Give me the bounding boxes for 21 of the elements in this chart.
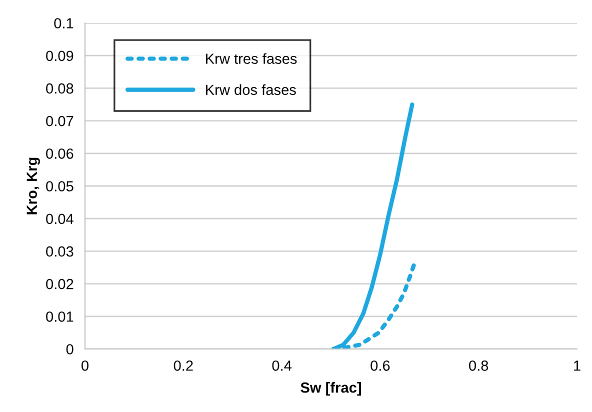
y-tick-label: 0.05 [46, 181, 74, 192]
x-tick-label: 0.6 [370, 360, 390, 371]
y-tick-label: 0.1 [54, 18, 74, 28]
y-tick-label: 0.04 [46, 214, 74, 224]
y-tick-label: 0.03 [46, 246, 74, 257]
x-axis-title: Sw [frac] [300, 382, 361, 396]
y-tick-label: 0.07 [46, 116, 74, 126]
y-tick-label: 0.08 [46, 83, 74, 94]
x-tick-label: 0.2 [174, 360, 193, 371]
y-tick-label: 0 [66, 344, 74, 354]
y-axis-title: Kro, Krg [26, 158, 40, 214]
y-tick-label: 0.09 [46, 50, 74, 62]
legend-label: Krw tres fases [206, 53, 297, 64]
x-tick-label: 0.8 [469, 360, 488, 371]
y-tick-label: 0.02 [46, 278, 74, 290]
x-tick-label: 0 [82, 360, 88, 371]
x-tick-label: 0.4 [272, 360, 292, 371]
legend-label: Krw dos fases [206, 84, 296, 96]
x-tick-label: 1 [574, 360, 580, 371]
y-tick-label: 0.06 [46, 148, 74, 159]
y-tick-label: 0.01 [46, 312, 74, 322]
